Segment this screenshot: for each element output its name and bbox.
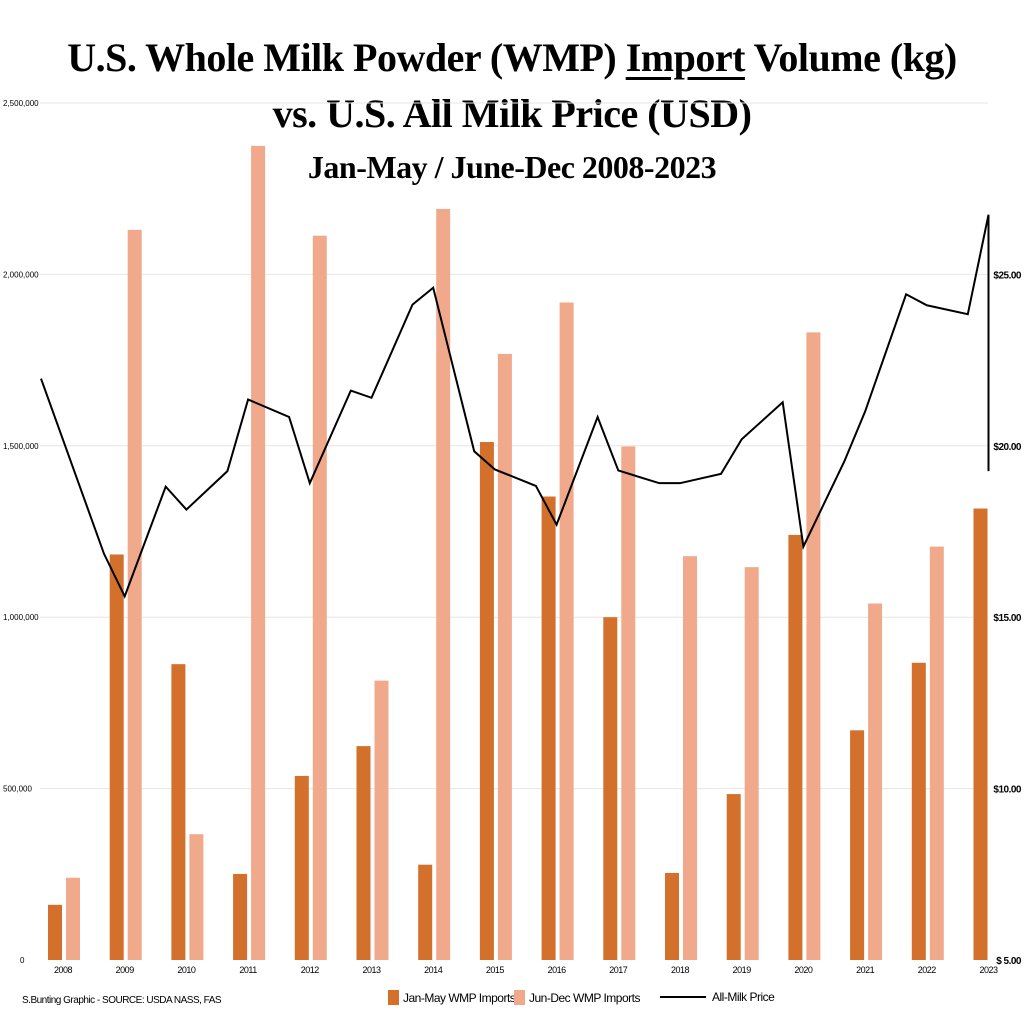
x-axis-tick-label: 2016 xyxy=(548,965,567,975)
bar-jun-dec-2009 xyxy=(127,229,142,960)
right-axis-tick-label: $ 5.00 xyxy=(996,956,1022,967)
legend-swatch-jun-dec xyxy=(514,990,525,1005)
title-text-end: Volume (kg) xyxy=(744,35,958,80)
bar-jan-may-2012 xyxy=(294,775,309,960)
bar-jan-may-2013 xyxy=(356,746,371,960)
bar-jan-may-2009 xyxy=(109,554,124,960)
bar-jun-dec-2015 xyxy=(497,353,512,961)
x-axis-tick-label: 2011 xyxy=(239,965,257,975)
bar-jan-may-2022 xyxy=(911,662,926,960)
bar-jun-dec-2008 xyxy=(66,877,80,960)
legend-item-price: All-Milk Price xyxy=(660,990,775,1004)
left-axis-tick-label: 500,000 xyxy=(3,785,32,794)
x-axis-tick-label: 2022 xyxy=(918,965,937,975)
left-axis-tick-label: 2,000,000 xyxy=(3,270,39,279)
bar-jun-dec-2017 xyxy=(621,446,636,960)
x-axis-tick-label: 2019 xyxy=(733,965,752,975)
left-axis-tick-label: 2,500,000 xyxy=(3,99,39,108)
bar-jun-dec-2012 xyxy=(312,235,327,961)
x-axis-tick-label: 2021 xyxy=(856,965,875,975)
right-axis-tick-label: $10.00 xyxy=(993,785,1022,796)
bar-jun-dec-2014 xyxy=(436,208,451,961)
bar-jan-may-2020 xyxy=(788,534,803,960)
bar-jun-dec-2022 xyxy=(929,546,944,960)
bar-jan-may-2018 xyxy=(665,872,679,960)
x-axis-tick-label: 2009 xyxy=(116,965,135,975)
chart-title-line-1: U.S. Whole Milk Powder (WMP) Import Volu… xyxy=(0,36,1024,80)
bar-jan-may-2016 xyxy=(541,496,556,960)
legend-label: Jan-May WMP Imports xyxy=(403,990,516,1005)
x-axis-tick-label: 2010 xyxy=(177,965,196,975)
x-axis-tick-label: 2017 xyxy=(609,965,628,975)
bar-jan-may-2011 xyxy=(233,873,248,960)
x-axis-tick-label: 2023 xyxy=(979,965,998,975)
bar-jan-may-2010 xyxy=(171,664,186,960)
legend-label: All-Milk Price xyxy=(712,990,775,1004)
price-line xyxy=(40,214,990,599)
bar-jun-dec-2018 xyxy=(683,556,697,960)
bar-jun-dec-2013 xyxy=(374,680,389,960)
bar-jan-may-2019 xyxy=(726,794,741,960)
legend-line-swatch xyxy=(660,996,706,998)
title-underlined-word: Import xyxy=(625,35,746,80)
x-axis-tick-label: 2015 xyxy=(486,965,505,975)
bar-jun-dec-2011 xyxy=(251,145,266,961)
bar-jun-dec-2010 xyxy=(189,834,204,960)
x-axis-tick-label: 2018 xyxy=(671,965,690,975)
legend-swatch-jan-may xyxy=(388,990,399,1005)
chart-subtitle: Jan-May / June-Dec 2008-2023 xyxy=(307,149,717,185)
legend-item-jan-may: Jan-May WMP Imports xyxy=(388,990,516,1005)
bar-jan-may-2008 xyxy=(48,904,62,960)
bar-jun-dec-2019 xyxy=(744,567,759,960)
left-axis-tick-label: 1,000,000 xyxy=(3,613,39,622)
bar-jun-dec-2020 xyxy=(806,332,821,960)
x-axis-tick-label: 2013 xyxy=(362,965,381,975)
left-axis-tick-label: 1,500,000 xyxy=(3,442,39,451)
bar-jan-may-2015 xyxy=(479,442,494,961)
source-credit: S.Bunting Graphic - SOURCE: USDA NASS, F… xyxy=(22,995,222,1006)
bar-jan-may-2014 xyxy=(418,864,433,960)
x-axis-tick-label: 2012 xyxy=(301,965,320,975)
title-text: U.S. Whole Milk Powder (WMP) xyxy=(67,35,626,80)
chart-title-line-2: vs. U.S. All Milk Price (USD) xyxy=(272,91,752,136)
bar-jan-may-2017 xyxy=(603,617,618,960)
x-axis-tick-label: 2020 xyxy=(794,965,813,975)
legend-label: Jun-Dec WMP Imports xyxy=(529,990,640,1005)
bar-jun-dec-2016 xyxy=(559,302,574,960)
left-axis-tick-label: 0 xyxy=(20,956,25,965)
right-axis-tick-label: $15.00 xyxy=(993,613,1022,624)
legend-item-jun-dec: Jun-Dec WMP Imports xyxy=(514,990,640,1005)
bar-jan-may-2021 xyxy=(850,730,865,960)
right-axis-tick-label: $25.00 xyxy=(993,270,1022,281)
x-axis-tick-label: 2014 xyxy=(424,965,443,975)
x-axis-tick-label: 2008 xyxy=(54,965,73,975)
bar-jan-may-2023 xyxy=(973,508,988,960)
bar-jun-dec-2021 xyxy=(868,603,883,960)
right-axis-tick-label: $20.00 xyxy=(993,442,1022,453)
